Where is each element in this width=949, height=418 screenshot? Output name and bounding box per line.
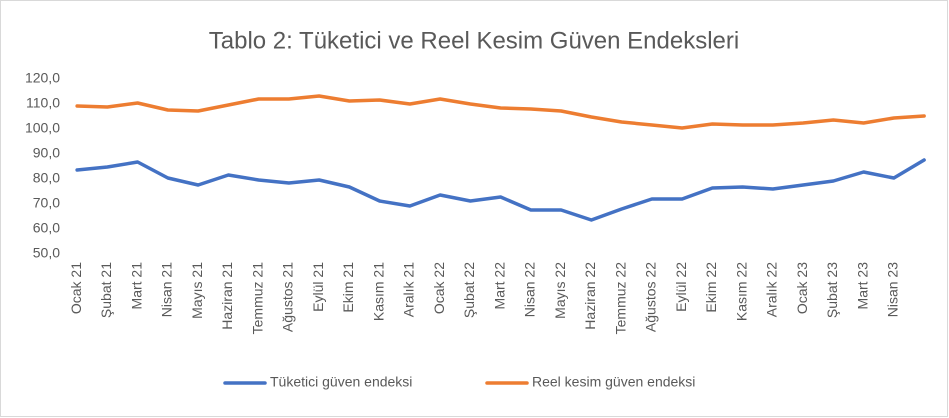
- y-tick-label: 120,0: [25, 70, 60, 86]
- x-tick-label: Ekim 22: [703, 262, 719, 313]
- y-tick-label: 50,0: [33, 245, 60, 261]
- x-tick-label: Kasım 22: [733, 262, 749, 321]
- x-tick-label: Temmuz 21: [249, 262, 265, 335]
- x-tick-label: Ocak 23: [794, 262, 810, 314]
- x-tick-label: Şubat 22: [461, 262, 477, 318]
- x-tick-label: Mart 22: [491, 262, 507, 310]
- legend-label: Reel kesim güven endeksi: [532, 374, 695, 390]
- x-tick-label: Ağustos 22: [643, 262, 659, 332]
- x-tick-label: Temmuz 22: [612, 262, 628, 335]
- x-tick-label: Aralık 22: [764, 262, 780, 317]
- y-tick-label: 90,0: [33, 145, 60, 161]
- x-tick-label: Mart 21: [128, 262, 144, 310]
- y-tick-label: 60,0: [33, 220, 60, 236]
- x-tick-label: Kasım 21: [370, 262, 386, 321]
- x-tick-label: Aralık 21: [401, 262, 417, 317]
- x-tick-label: Mayıs 22: [552, 262, 568, 319]
- series-line: [75, 158, 926, 222]
- x-tick-label: Ocak 22: [431, 262, 447, 314]
- x-tick-label: Ağustos 21: [280, 262, 296, 332]
- y-tick-label: 100,0: [25, 120, 60, 136]
- x-tick-label: Nisan 21: [159, 262, 175, 317]
- series-line: [75, 94, 926, 130]
- x-tick-label: Ocak 21: [68, 262, 84, 314]
- y-tick-label: 110,0: [26, 95, 60, 111]
- x-tick-label: Haziran 22: [582, 262, 598, 330]
- y-tick-label: 70,0: [33, 195, 60, 211]
- x-tick-label: Eylül 22: [673, 262, 689, 312]
- x-tick-label: Eylül 21: [310, 262, 326, 312]
- x-tick-label: Mayıs 21: [189, 262, 205, 319]
- x-tick-label: Şubat 21: [98, 262, 114, 318]
- x-tick-label: Mart 23: [854, 262, 870, 310]
- x-tick-label: Ekim 21: [340, 262, 356, 313]
- x-tick-label: Haziran 21: [219, 262, 235, 330]
- y-tick-label: 80,0: [33, 170, 60, 186]
- chart-title: Tablo 2: Tüketici ve Reel Kesim Güven En…: [209, 27, 739, 54]
- x-tick-label: Nisan 23: [885, 262, 901, 317]
- legend-label: Tüketici güven endeksi: [270, 374, 412, 390]
- x-tick-label: Şubat 23: [824, 262, 840, 318]
- x-tick-label: Nisan 22: [522, 262, 538, 317]
